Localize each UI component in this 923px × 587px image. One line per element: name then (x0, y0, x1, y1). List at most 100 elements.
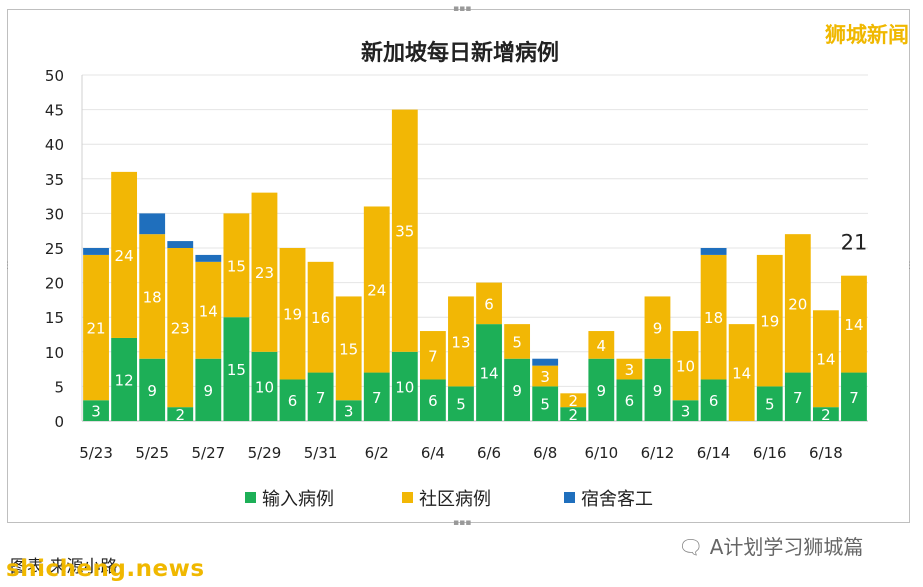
resize-handle-bottom[interactable]: ▪▪▪ (453, 518, 472, 528)
bar-segment-imported (756, 386, 783, 421)
data-label: 2 (821, 406, 831, 424)
bar-segment-imported (560, 407, 587, 421)
bar-segment-imported (279, 379, 306, 421)
data-label: 23 (255, 264, 274, 282)
data-label: 6 (288, 392, 298, 410)
data-label: 18 (704, 309, 723, 327)
data-label: 3 (91, 403, 101, 421)
x-tick-label: 5/23 (79, 444, 113, 462)
y-tick-label: 5 (54, 378, 64, 396)
bar-segment-imported (448, 386, 474, 421)
x-tick-label: 6/18 (809, 444, 843, 462)
bar-segment-community (784, 234, 811, 373)
bar-segment-community (476, 282, 502, 325)
wechat-icon: 🗨 (678, 535, 704, 559)
y-tick-label: 15 (45, 309, 64, 327)
bar-segment-community (532, 365, 559, 387)
x-tick-label: 6/8 (533, 444, 557, 462)
data-label: 6 (484, 295, 494, 313)
bar-segment-community (560, 393, 587, 408)
data-label: 19 (283, 306, 302, 324)
bar-segment-community (307, 261, 334, 373)
bar-segment-imported (700, 379, 727, 421)
bar-segment-imported (644, 358, 671, 421)
resize-handle-right[interactable]: ⋮ (905, 261, 914, 271)
x-tick-label: 6/16 (753, 444, 787, 462)
bars: 3211224918223914151510236197163157241035… (83, 109, 867, 424)
bar-segment-imported (784, 372, 811, 421)
data-label: 6 (428, 392, 438, 410)
legend: 输入病例 社区病例 宿舍客工 (245, 489, 653, 510)
data-label: 9 (204, 382, 214, 400)
chart-title: 新加坡每日新增病例 (361, 40, 559, 66)
x-tick-label: 6/2 (365, 444, 389, 462)
data-label: 9 (653, 320, 663, 338)
footer-url: shicheng.news (6, 556, 205, 582)
y-tick-label: 30 (45, 205, 64, 223)
bar-segment-imported (139, 358, 166, 421)
bar-segment-community (728, 324, 755, 421)
bar-segment-imported (588, 358, 615, 421)
y-tick-label: 10 (45, 344, 64, 362)
bar-segment-imported (419, 379, 446, 421)
data-label: 7 (372, 389, 382, 407)
bar-segment-community (841, 275, 867, 373)
x-tick-label: 6/14 (697, 444, 731, 462)
bar-segment-community (167, 248, 194, 408)
data-label: 3 (344, 403, 354, 421)
x-tick-label: 6/4 (421, 444, 445, 462)
data-label: 18 (143, 288, 162, 306)
footer-wechat: 🗨 A计划学习狮城篇 (678, 531, 863, 560)
bar-segment-imported (672, 400, 699, 421)
data-label: 10 (255, 378, 274, 396)
bar-segment-imported (167, 407, 194, 421)
y-tick-label: 35 (45, 171, 64, 189)
bar-segment-community (616, 358, 643, 380)
y-tick-label: 50 (45, 67, 64, 85)
legend-swatch (564, 492, 575, 503)
data-label: 9 (512, 382, 522, 400)
bar-segment-imported (841, 372, 867, 421)
y-tick-label: 45 (45, 102, 64, 120)
bar-segment-imported (83, 400, 109, 421)
bar-segment-community (223, 213, 250, 318)
annotations: 21 (841, 231, 868, 255)
data-label: 5 (456, 396, 466, 414)
data-label: 16 (311, 309, 330, 327)
data-label: 23 (171, 320, 190, 338)
bar-segment-imported (251, 351, 278, 421)
data-label: 14 (844, 316, 863, 334)
data-label: 19 (760, 313, 779, 331)
data-label: 15 (227, 361, 246, 379)
resize-handle-left[interactable]: ⋮ (3, 261, 12, 271)
data-label: 6 (625, 392, 635, 410)
data-label: 14 (732, 365, 751, 383)
bar-segment-community (195, 261, 222, 359)
bar-segment-imported (223, 317, 250, 421)
wechat-account: A计划学习狮城篇 (709, 535, 864, 559)
bar-segment-community (391, 109, 418, 352)
bar-segment-community (251, 192, 278, 352)
data-label: 3 (625, 361, 635, 379)
bar-segment-community (756, 254, 783, 387)
data-label: 2 (568, 406, 578, 424)
bar-segment-community (448, 296, 474, 387)
data-label: 14 (479, 365, 498, 383)
x-tick-label: 5/29 (248, 444, 282, 462)
bar-segment-dormitory (532, 358, 559, 366)
legend-label: 社区病例 (419, 489, 491, 510)
data-label: 7 (316, 389, 326, 407)
data-label: 24 (367, 282, 386, 300)
bar-segment-imported (363, 372, 390, 421)
resize-handle-top[interactable]: ▪▪▪ (453, 4, 472, 14)
data-label: 9 (597, 382, 607, 400)
bar-segment-dormitory (139, 213, 166, 235)
data-label: 4 (597, 337, 607, 355)
bar-segment-imported (476, 324, 502, 421)
bar-segment-community (139, 234, 166, 359)
data-label: 9 (147, 382, 157, 400)
data-label: 12 (115, 371, 134, 389)
data-label: 35 (395, 223, 414, 241)
y-tick-label: 0 (54, 413, 64, 431)
